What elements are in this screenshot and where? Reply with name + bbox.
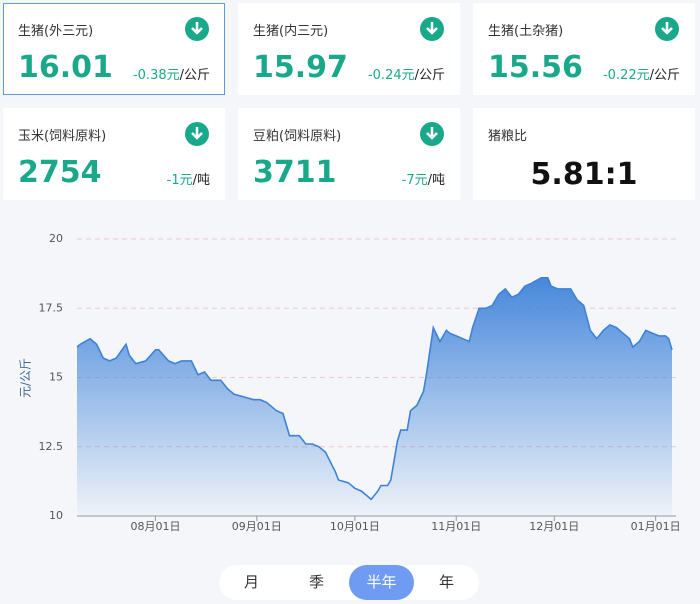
card-title: 生猪(内三元) [253, 24, 329, 39]
price: 16.01 [18, 50, 113, 85]
tab[interactable]: 年 [438, 573, 454, 591]
change-value: -0.38元 [132, 68, 180, 83]
card-title: 玉米(饲料原料) [18, 129, 107, 144]
card-title: 生猪(外三元) [18, 24, 94, 39]
down-icon [654, 16, 680, 46]
tab[interactable]: 季 [308, 573, 324, 591]
card-title: 猪粮比 [488, 129, 528, 144]
change: -0.22元/公斤 [603, 64, 680, 83]
unit: /吨 [427, 173, 445, 188]
y-tick-label: 10 [49, 509, 63, 522]
icon [655, 17, 679, 41]
card-title: 生猪(土杂猪) [488, 24, 564, 39]
price-card[interactable]: 生猪(内三元) 15.97 -0.24元/公斤 [238, 3, 460, 95]
price: 2754 [18, 155, 102, 190]
icon [185, 17, 209, 41]
x-tick-label: 12月01日 [529, 520, 579, 533]
y-tick-label: 20 [49, 232, 63, 245]
price-card[interactable]: 生猪(土杂猪) 15.56 -0.22元/公斤 [473, 3, 695, 95]
down-icon [419, 16, 445, 46]
icon [420, 122, 444, 146]
icon [420, 17, 444, 41]
range-tabs: 月 季 半年 年 [219, 565, 479, 600]
x-tick-label: 08月01日 [130, 520, 180, 533]
change-value: -1元 [166, 173, 193, 188]
tab[interactable]: 半年 [349, 565, 414, 600]
unit: /公斤 [649, 68, 680, 83]
y-tick-label: 17.5 [39, 301, 64, 314]
down-icon [419, 121, 445, 151]
unit: /吨 [192, 173, 210, 188]
area [77, 277, 672, 516]
x-tick-label: 11月01日 [431, 520, 481, 533]
x-tick-label: 10月01日 [330, 520, 380, 533]
price-card[interactable]: 豆粕(饲料原料) 3711 -7元/吨 [238, 108, 460, 200]
y-tick-label: 12.5 [39, 440, 64, 453]
down-icon [184, 16, 210, 46]
unit: /公斤 [179, 68, 210, 83]
tab[interactable]: 月 [243, 573, 259, 591]
down-icon [184, 121, 210, 151]
x-tick-label: 09月01日 [232, 520, 282, 533]
change: -0.38元/公斤 [133, 64, 210, 83]
unit: /公斤 [414, 68, 445, 83]
change-value: -0.24元 [367, 68, 415, 83]
icon [185, 122, 209, 146]
ratio: 5.81:1 [530, 157, 638, 192]
price-card[interactable]: 猪粮比 5.81:1 [473, 108, 695, 200]
y-axis-label: 元/公斤 [19, 358, 33, 398]
line [76, 277, 673, 501]
price: 15.56 [488, 50, 583, 85]
price-card[interactable]: 玉米(饲料原料) 2754 -1元/吨 [3, 108, 225, 200]
price: 3711 [253, 155, 337, 190]
change-value: -0.22元 [602, 68, 650, 83]
card-title: 豆粕(饲料原料) [253, 129, 342, 144]
price-card[interactable]: 生猪(外三元) 16.01 -0.38元/公斤 [3, 3, 225, 95]
x-tick-label: 01月01日 [631, 520, 681, 533]
chart: 元/公斤 10 12.5 15 17.5 20 08月01日 09月01日 10月01日 11月… [19, 232, 681, 533]
change: -1元/吨 [167, 169, 210, 188]
change: -0.24元/公斤 [368, 64, 445, 83]
price: 15.97 [253, 50, 348, 85]
change: -7元/吨 [402, 169, 445, 188]
y-tick-label: 15 [49, 371, 63, 384]
change-value: -7元 [401, 173, 428, 188]
